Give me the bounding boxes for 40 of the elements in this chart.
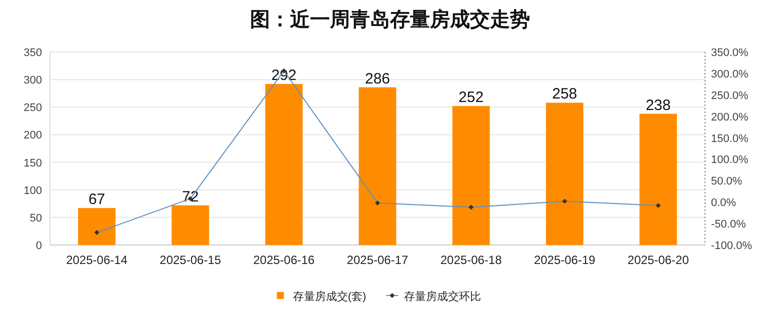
y2-tick-label: 250.0%	[711, 90, 749, 102]
data-label: 238	[646, 96, 671, 114]
x-tick-label: 2025-06-15	[160, 253, 222, 267]
y2-tick-label: 200.0%	[711, 111, 749, 124]
data-label: 286	[364, 70, 390, 88]
y-tick-label: 350	[24, 47, 42, 59]
chart-title: 图：近一周青岛存量房成交走势	[250, 8, 530, 31]
x-tick-label: 2025-06-17	[346, 253, 409, 267]
y-tick-label: 100	[24, 184, 42, 197]
y2-tick-label: 300.0%	[711, 68, 749, 80]
y-tick-label: 300	[24, 74, 42, 87]
bar	[452, 106, 490, 245]
x-tick-label: 2025-06-18	[440, 253, 502, 267]
y2-tick-label: 50.0%	[711, 176, 742, 188]
y2-tick-label: 0.0%	[711, 197, 736, 210]
y2-tick-label: -100.0%	[711, 240, 752, 252]
x-tick-label: 2025-06-16	[253, 253, 315, 267]
y-tick-label: 150	[24, 157, 42, 170]
y2-tick-label: 100.0%	[711, 154, 749, 166]
y-tick-label: 250	[24, 102, 42, 114]
y-tick-label: 200	[24, 130, 42, 142]
y-tick-label: 50	[30, 212, 42, 224]
y-tick-label: 0	[36, 240, 42, 252]
y2-tick-label: -50.0%	[711, 218, 746, 231]
x-tick-label: 2025-06-14	[66, 253, 128, 267]
bar	[265, 84, 303, 245]
bar	[358, 87, 396, 245]
bar	[640, 114, 677, 245]
y2-tick-label: 150.0%	[711, 132, 749, 145]
data-label: 258	[552, 86, 578, 103]
legend-label: 存量房成交环比	[404, 290, 482, 303]
bar	[78, 208, 116, 245]
bar	[546, 102, 584, 245]
legend-label: 存量房成交(套)	[292, 290, 366, 303]
data-label: 252	[458, 89, 484, 106]
bar	[172, 205, 210, 245]
x-tick-label: 2025-06-19	[534, 253, 596, 267]
y2-tick-label: 350.0%	[711, 47, 749, 59]
data-label: 67	[88, 191, 106, 208]
x-tick-label: 2025-06-20	[628, 253, 690, 267]
